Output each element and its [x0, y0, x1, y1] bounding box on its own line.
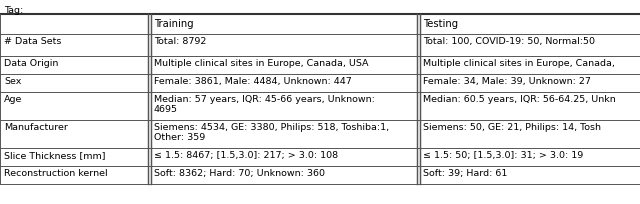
Text: Female: 34, Male: 39, Unknown: 27: Female: 34, Male: 39, Unknown: 27 — [423, 77, 591, 86]
Text: Sex: Sex — [4, 77, 21, 86]
Text: Manufacturer: Manufacturer — [4, 123, 68, 132]
Text: Soft: 8362; Hard: 70; Unknown: 360: Soft: 8362; Hard: 70; Unknown: 360 — [154, 169, 325, 178]
Text: Multiple clinical sites in Europe, Canada,: Multiple clinical sites in Europe, Canad… — [423, 59, 615, 68]
Text: Data Origin: Data Origin — [4, 59, 58, 68]
Text: Soft: 39; Hard: 61: Soft: 39; Hard: 61 — [423, 169, 508, 178]
Text: ≤ 1.5: 50; [1.5,3.0]: 31; > 3.0: 19: ≤ 1.5: 50; [1.5,3.0]: 31; > 3.0: 19 — [423, 151, 583, 160]
Text: Age: Age — [4, 95, 22, 104]
Text: Total: 8792: Total: 8792 — [154, 37, 206, 46]
Text: Female: 3861, Male: 4484, Unknown: 447: Female: 3861, Male: 4484, Unknown: 447 — [154, 77, 352, 86]
Text: Median: 60.5 years, IQR: 56-64.25, Unkn: Median: 60.5 years, IQR: 56-64.25, Unkn — [423, 95, 616, 104]
Text: Siemens: 50, GE: 21, Philips: 14, Tosh: Siemens: 50, GE: 21, Philips: 14, Tosh — [423, 123, 601, 132]
Text: Testing: Testing — [423, 19, 458, 29]
Text: Median: 57 years, IQR: 45-66 years, Unknown:
4695: Median: 57 years, IQR: 45-66 years, Unkn… — [154, 95, 375, 114]
Text: Reconstruction kernel: Reconstruction kernel — [4, 169, 108, 178]
Text: Siemens: 4534, GE: 3380, Philips: 518, Toshiba:1,
Other: 359: Siemens: 4534, GE: 3380, Philips: 518, T… — [154, 123, 389, 142]
Text: Total: 100, COVID-19: 50, Normal:50: Total: 100, COVID-19: 50, Normal:50 — [423, 37, 595, 46]
Text: ≤ 1.5: 8467; [1.5,3.0]: 217; > 3.0: 108: ≤ 1.5: 8467; [1.5,3.0]: 217; > 3.0: 108 — [154, 151, 338, 160]
Text: Training: Training — [154, 19, 194, 29]
Text: # Data Sets: # Data Sets — [4, 37, 61, 46]
Text: Multiple clinical sites in Europe, Canada, USA: Multiple clinical sites in Europe, Canad… — [154, 59, 369, 68]
Text: Tag:: Tag: — [4, 6, 23, 15]
Text: Slice Thickness [mm]: Slice Thickness [mm] — [4, 151, 106, 160]
